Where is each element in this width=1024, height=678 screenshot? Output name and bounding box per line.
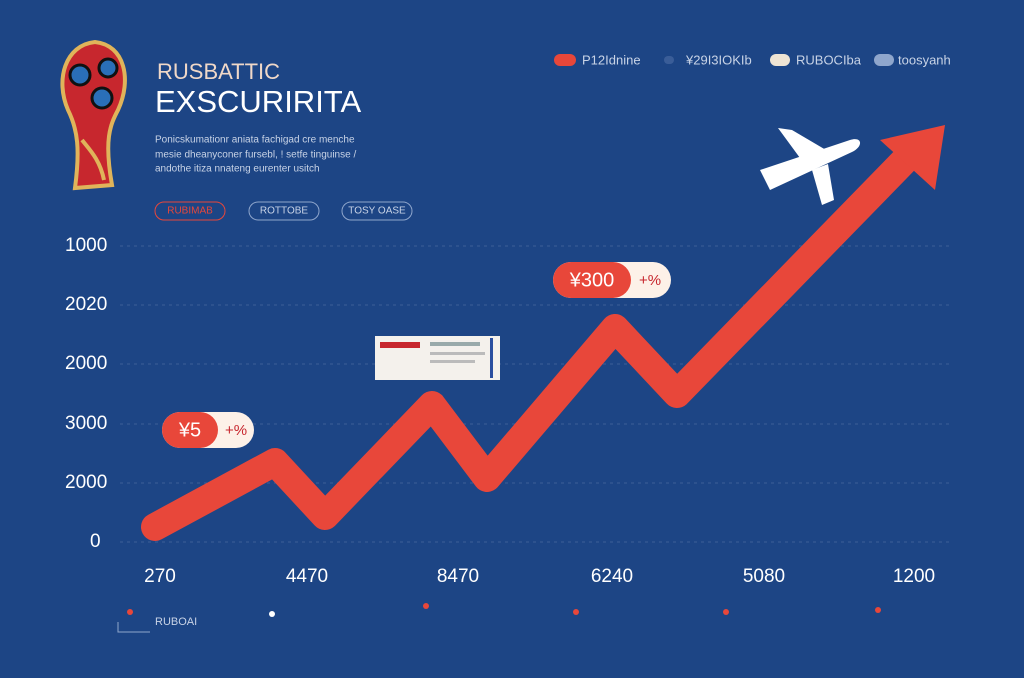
- callout-accent: [162, 412, 218, 448]
- airplane-icon: [760, 128, 861, 205]
- legend-label: P12Idnine: [582, 52, 641, 67]
- y-axis-label: 2000: [65, 472, 107, 493]
- title-line-2: EXSCURIRITA: [155, 84, 361, 119]
- footer-bracket: [117, 622, 150, 633]
- button-label[interactable]: ROTTOBE: [260, 206, 308, 217]
- callout-value: ¥5: [178, 419, 201, 441]
- y-axis-label: 0: [90, 531, 101, 552]
- title-line-1: RUSBATTIC: [157, 59, 280, 84]
- legend-swatch: [554, 54, 576, 66]
- y-axis-label: 2020: [65, 294, 107, 315]
- legend-swatch: [770, 54, 790, 66]
- description-line: Ponicskumationr aniata fachigad cre menc…: [155, 135, 355, 146]
- callout-value: ¥300: [569, 269, 615, 291]
- description-line: mesie dheanyconer fursebl, ! setfe tingu…: [155, 150, 356, 161]
- x-axis-label: 6240: [591, 566, 633, 587]
- button-label[interactable]: RUBIMAB: [167, 206, 213, 217]
- y-axis-label: 1000: [65, 235, 107, 256]
- button-label[interactable]: TOSY OASE: [348, 206, 406, 217]
- x-axis-label: 4470: [286, 566, 328, 587]
- legend-label: toosyanh: [898, 52, 951, 67]
- arrow-head: [880, 125, 945, 190]
- footer-label: RUBOAI: [155, 616, 197, 628]
- trend-line: [141, 146, 919, 541]
- x-markers: [127, 603, 881, 617]
- description-line: andothe itiza nnateng eurenter usitch: [155, 164, 320, 175]
- trophy-logo: [60, 39, 127, 191]
- legend-label: RUBOCIba: [796, 52, 862, 67]
- legend-label: ¥29I3IOKIb: [685, 52, 752, 67]
- x-axis-label: 1200: [893, 566, 935, 587]
- x-axis-label: 5080: [743, 566, 785, 587]
- x-axis-label: 8470: [437, 566, 479, 587]
- y-axis-label: 3000: [65, 413, 107, 434]
- legend-swatch: [874, 54, 894, 66]
- legend-swatch: [664, 56, 674, 64]
- x-axis-label: 270: [144, 566, 176, 587]
- callout-change: +%: [639, 272, 661, 289]
- button[interactable]: [154, 201, 226, 221]
- button[interactable]: [248, 201, 320, 221]
- y-axis-label: 2000: [65, 353, 107, 374]
- callout-change: +%: [225, 422, 247, 439]
- callout-accent: [553, 262, 631, 298]
- ticket-icon: [375, 336, 500, 380]
- button[interactable]: [341, 201, 413, 221]
